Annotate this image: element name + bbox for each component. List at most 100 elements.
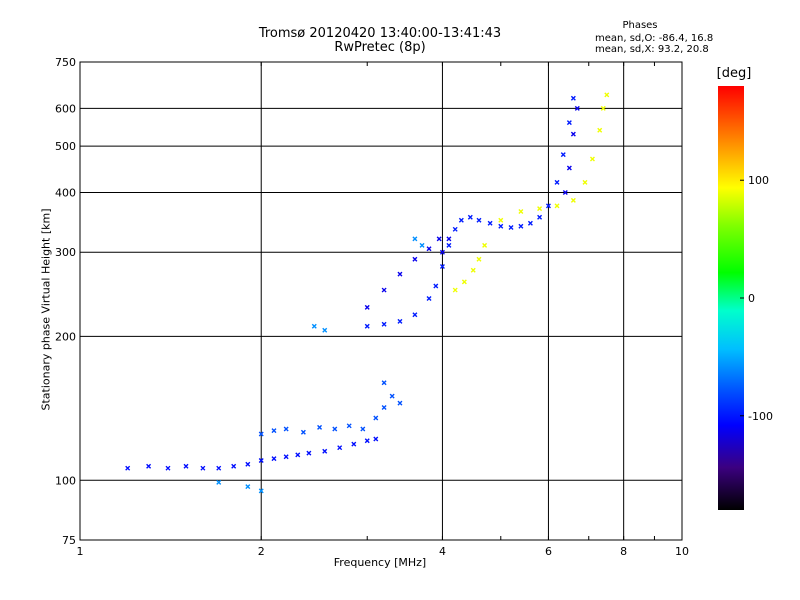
- data-point: [570, 95, 576, 101]
- data-point: [566, 120, 572, 126]
- data-point: [508, 224, 514, 230]
- data-point: [412, 256, 418, 262]
- y-tick-label: 500: [55, 140, 76, 153]
- data-point: [412, 236, 418, 242]
- data-point: [487, 220, 493, 226]
- x-tick-label: 1: [77, 545, 84, 558]
- data-point: [566, 165, 572, 171]
- colorbar-tick-label: 0: [748, 292, 755, 305]
- data-point: [245, 461, 251, 467]
- data-point: [258, 431, 264, 437]
- data-point: [545, 203, 551, 209]
- data-point: [216, 465, 222, 471]
- data-point: [498, 223, 504, 229]
- data-point: [322, 448, 328, 454]
- data-point: [600, 105, 606, 111]
- data-point: [283, 454, 289, 460]
- data-point: [419, 242, 425, 248]
- data-point: [467, 214, 473, 220]
- data-point: [183, 463, 189, 469]
- x-axis-label: Frequency [MHz]: [333, 556, 427, 569]
- data-point: [476, 256, 482, 262]
- data-point: [589, 156, 595, 162]
- data-point: [271, 456, 277, 462]
- data-point: [258, 457, 264, 463]
- y-tick-label: 600: [55, 102, 76, 115]
- data-point: [560, 152, 566, 158]
- x-tick-label: 2: [258, 545, 265, 558]
- data-point: [554, 179, 560, 185]
- data-point: [426, 296, 432, 302]
- data-point: [125, 465, 131, 471]
- data-point: [146, 463, 152, 469]
- data-point: [604, 92, 610, 98]
- data-point: [216, 479, 222, 485]
- data-point: [271, 428, 277, 434]
- data-point: [397, 271, 403, 277]
- data-point: [258, 488, 264, 494]
- data-point: [426, 246, 432, 252]
- data-point: [470, 267, 476, 273]
- data-point: [200, 465, 206, 471]
- x-tick-label: 10: [675, 545, 689, 558]
- data-point: [373, 415, 379, 421]
- x-tick-label: 8: [620, 545, 627, 558]
- data-point: [381, 287, 387, 293]
- data-point: [433, 283, 439, 289]
- y-tick-label: 200: [55, 330, 76, 343]
- data-point: [346, 423, 352, 429]
- y-tick-label: 75: [62, 534, 76, 547]
- phases-title: Phases: [622, 20, 658, 31]
- colorbar-unit-label: [deg]: [716, 66, 752, 81]
- phases-x-mode-stats: mean, sd,X: 93.2, 20.8: [595, 44, 709, 55]
- colorbar-tick-label: 100: [748, 174, 769, 187]
- data-point: [439, 264, 445, 270]
- data-point: [461, 279, 467, 285]
- data-point: [436, 236, 442, 242]
- data-point: [397, 318, 403, 324]
- data-point: [537, 206, 543, 212]
- data-point: [597, 127, 603, 133]
- data-point: [570, 131, 576, 137]
- data-point: [364, 323, 370, 329]
- data-point: [381, 380, 387, 386]
- data-point: [306, 450, 312, 456]
- data-point: [360, 426, 366, 432]
- phase-colorbar: [718, 86, 744, 510]
- x-tick-label: 6: [545, 545, 552, 558]
- y-tick-label: 400: [55, 186, 76, 199]
- data-point: [412, 312, 418, 318]
- data-point: [295, 452, 301, 458]
- chart-title: Tromsø 20120420 13:40:00-13:41:43: [258, 26, 502, 41]
- data-point: [397, 400, 403, 406]
- y-tick-label: 300: [55, 246, 76, 259]
- data-point: [364, 438, 370, 444]
- data-point: [300, 429, 306, 435]
- data-point: [332, 426, 338, 432]
- data-point: [351, 441, 357, 447]
- data-point: [570, 197, 576, 203]
- data-point: [452, 226, 458, 232]
- data-point: [311, 323, 317, 329]
- data-point: [582, 179, 588, 185]
- data-point: [337, 445, 343, 451]
- colorbar-tick-label: -100: [748, 410, 773, 423]
- data-point: [283, 426, 289, 432]
- data-point: [554, 203, 560, 209]
- data-point: [562, 190, 568, 195]
- y-tick-label: 100: [55, 474, 76, 487]
- data-point: [231, 463, 237, 469]
- data-point: [446, 242, 452, 248]
- data-point: [537, 214, 543, 220]
- y-tick-label: 750: [55, 56, 76, 69]
- data-point: [518, 223, 524, 229]
- data-point: [165, 465, 171, 471]
- data-point: [446, 236, 452, 242]
- data-point: [574, 105, 580, 111]
- data-point: [527, 220, 533, 226]
- data-point: [381, 404, 387, 410]
- phases-o-mode-stats: mean, sd,O: -86.4, 16.8: [595, 33, 714, 44]
- data-point: [389, 393, 395, 399]
- data-point: [317, 424, 323, 430]
